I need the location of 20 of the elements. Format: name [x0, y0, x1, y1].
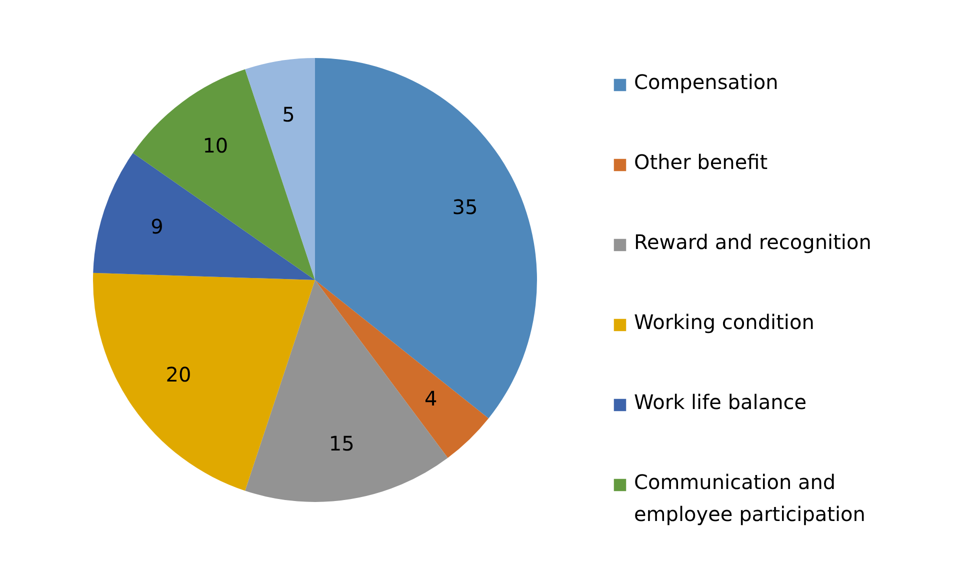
- legend-label: Reward and recognition: [634, 230, 872, 254]
- legend-label: Work life balance: [634, 390, 807, 414]
- pie-slice: [245, 58, 315, 280]
- data-label: 9: [150, 214, 164, 239]
- pie-slice: [93, 152, 315, 280]
- pie-slice: [93, 272, 315, 491]
- data-label: 35: [452, 194, 478, 219]
- pie-slice: [245, 280, 448, 502]
- legend-label: Other benefit: [634, 150, 768, 174]
- data-label: 4: [424, 386, 438, 411]
- data-label: 10: [202, 134, 228, 158]
- data-label: 5: [282, 102, 295, 127]
- legend-label: Compensation: [634, 70, 778, 94]
- pie-slice: [132, 69, 315, 280]
- data-label: 15: [328, 431, 354, 456]
- legend-label: Communication and employee participation: [634, 470, 866, 526]
- pie-slice: [315, 280, 489, 458]
- pie-slice: [315, 58, 537, 418]
- data-label: 20: [166, 362, 192, 386]
- legend-label: Working condition: [634, 310, 814, 334]
